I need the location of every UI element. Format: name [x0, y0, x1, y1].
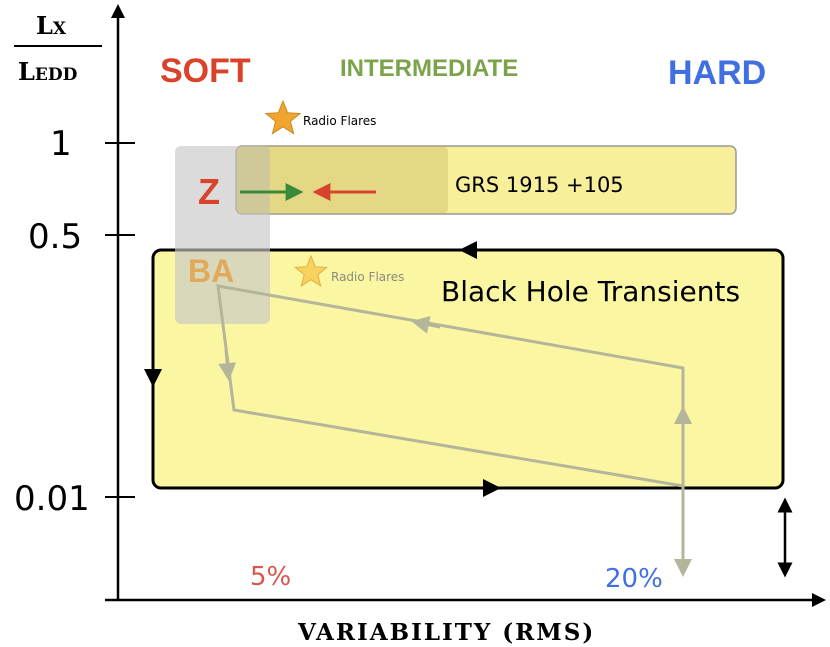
ba-label: BA — [188, 253, 234, 289]
track-arrow-down — [218, 349, 237, 381]
y-axis-arrowhead — [111, 4, 125, 18]
y-tick-label-0-5: 0.5 — [28, 217, 82, 257]
y-label-numerator: L — [36, 11, 53, 40]
svg-text:LEDD: LEDD — [18, 57, 78, 86]
svg-text:LX: LX — [36, 11, 67, 40]
state-intermediate-label: INTERMEDIATE — [340, 55, 518, 82]
y-label-denominator: L — [18, 57, 35, 86]
y-tick-label-1: 1 — [50, 124, 72, 164]
radio-flares-label-top: Radio Flares — [303, 114, 376, 128]
x-tick-label-5pct: 5% — [250, 562, 291, 592]
track-arrow-left — [411, 315, 441, 334]
state-hard-label: HARD — [668, 54, 766, 92]
y-label-numerator-sub: X — [53, 19, 67, 39]
z-label: Z — [198, 171, 220, 212]
x-tick-label-20pct: 20% — [605, 564, 663, 594]
radio-flares-star-top — [264, 99, 302, 135]
grs-overlap-region — [236, 146, 448, 214]
y-tick-label-0-01: 0.01 — [14, 479, 90, 519]
y-axis-label: LX LEDD — [14, 11, 102, 86]
black-hole-transients-label: Black Hole Transients — [441, 275, 740, 308]
radio-flares-star-bottom — [293, 254, 329, 288]
state-soft-label: SOFT — [160, 52, 251, 90]
radio-flares-label-bottom: Radio Flares — [331, 270, 404, 284]
x-axis-arrowhead — [812, 593, 826, 607]
y-label-denominator-sub: EDD — [35, 65, 78, 85]
grs-1915-label: GRS 1915 +105 — [455, 173, 624, 197]
x-axis-label: VARIABILITY (RMS) — [297, 619, 595, 646]
